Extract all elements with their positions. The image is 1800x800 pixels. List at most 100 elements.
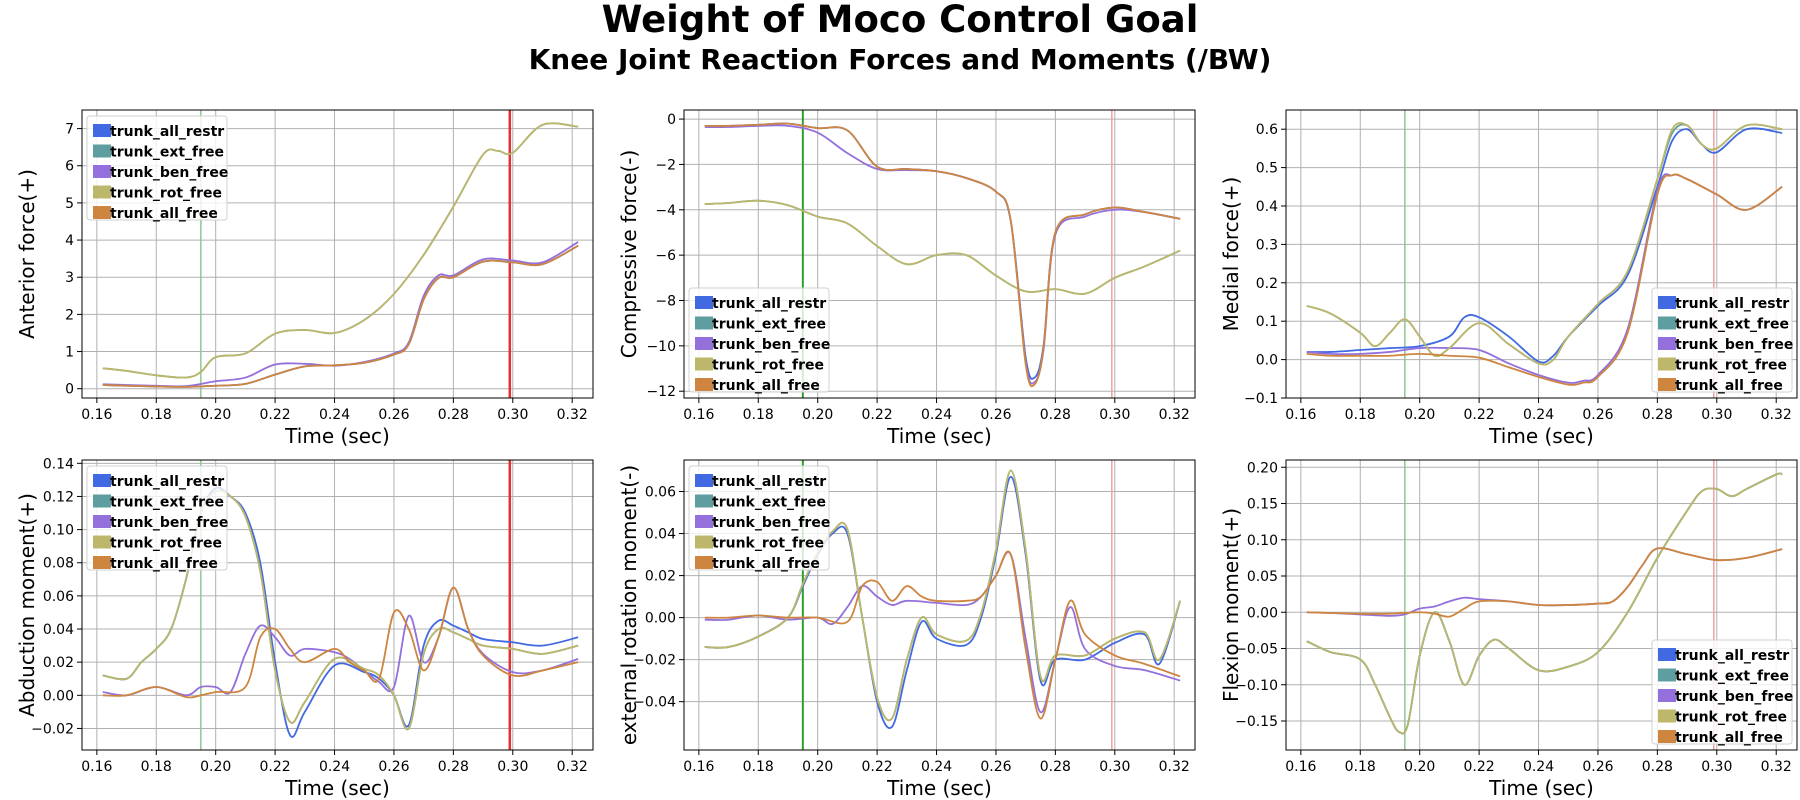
x-tick-label: 0.22 [1464,759,1495,775]
legend-entry-label: trunk_all_restr [712,474,826,490]
legend-swatch [1658,296,1676,309]
y-tick-label: 0 [667,112,676,128]
legend-entry-label: trunk_ben_free [110,165,228,181]
x-tick-label: 0.20 [1404,407,1435,423]
series-line-trunk_rot_free [704,199,1181,295]
series-line-trunk_all_free [1306,173,1783,386]
legend-swatch [93,185,111,199]
y-tick-label: −12 [646,384,676,400]
x-tick-label: 0.18 [1345,407,1376,423]
legend-entry-label: trunk_rot_free [110,186,222,202]
legend-swatch [1658,689,1676,702]
figure-subtitle: Knee Joint Reaction Forces and Moments (… [529,43,1272,76]
legend-entry-label: trunk_all_free [712,378,820,394]
x-tick-label: 0.26 [378,759,409,775]
y-tick-label: 0.10 [1247,533,1278,549]
axes-frame [1285,109,1798,399]
y-tick-label: 0.3 [1256,237,1278,253]
legend: trunk_all_restr trunk_ext_free trunk_ben_f… [86,465,228,572]
y-tick-label: −0.10 [1235,678,1278,694]
y-tick-label: 0.4 [1256,199,1278,215]
x-tick-label: 0.22 [260,407,291,423]
legend-swatch [695,337,713,350]
legend: trunk_all_restr trunk_ext_free trunk_ben_f… [688,287,830,394]
series-line-trunk_rot_free [1306,472,1783,735]
y-tick-label: 0.20 [1247,460,1278,476]
x-axis-label: Time (sec) [886,424,992,448]
legend-entry-label: trunk_rot_free [712,358,824,374]
y-tick-label: −4 [655,203,676,219]
legend-swatch [1658,357,1676,371]
subplot-grid: 0.16 0.18 0.20 0.22 0.24 0.26 0.28 0.30 0.320123… [15,109,1798,800]
x-tick-label: 0.32 [557,407,588,423]
legend-box [1651,639,1793,745]
y-tick-label: 0.2 [1256,276,1278,292]
y-tick-label: 0 [65,382,74,398]
x-tick-label: 0.16 [683,759,714,775]
series-line-trunk_all_free [102,586,579,699]
x-tick-label: 0.18 [141,759,172,775]
legend: trunk_all_restr trunk_ext_free trunk_ben_f… [1651,639,1793,746]
x-tick-label: 0.32 [1761,407,1792,423]
y-tick-label: −0.05 [1235,642,1278,658]
y-tick-label: 0.00 [43,688,74,704]
legend-swatch [695,378,713,391]
legend-entry-label: trunk_all_free [1675,378,1783,394]
x-tick-label: 0.20 [200,759,231,775]
series-group [102,122,579,388]
y-axis-label: Abduction moment(+) [15,493,39,717]
series-line-trunk_all_free [102,244,579,388]
legend-swatch [93,515,111,528]
legend: trunk_all_restr trunk_ext_free trunk_ben_f… [688,465,830,572]
y-tick-label: −10 [646,339,676,355]
x-tick-label: 0.16 [1285,407,1316,423]
x-tick-label: 0.26 [980,407,1011,423]
x-tick-label: 0.16 [1285,759,1316,775]
x-tick-label: 0.28 [1040,759,1071,775]
legend-entry-label: trunk_all_restr [110,124,224,140]
legend-entry-label: trunk_all_free [712,556,820,572]
legend-swatch [695,316,713,330]
y-tick-label: 0.15 [1247,497,1278,513]
y-tick-label: 0.04 [43,622,74,638]
legend: trunk_all_restr trunk_ext_free trunk_ben_f… [1651,287,1793,394]
legend-entry-label: trunk_rot_free [712,536,824,552]
y-tick-label: 0.12 [43,489,74,505]
legend-entry-label: trunk_ext_free [1675,317,1789,333]
x-tick-label: 0.26 [1582,759,1613,775]
y-axis-label: Anterior force(+) [15,169,39,339]
x-tick-label: 0.20 [1404,759,1435,775]
legend-swatch [1658,648,1676,661]
x-tick-label: 0.30 [497,407,528,423]
x-tick-label: 0.22 [862,759,893,775]
x-tick-label: 0.24 [921,759,952,775]
legend-entry-label: trunk_ext_free [712,317,826,333]
x-tick-label: 0.32 [1159,407,1190,423]
legend-entry-label: trunk_ben_free [712,515,830,531]
legend-swatch [695,357,713,371]
legend-swatch [93,474,111,487]
series-group [1306,472,1783,735]
figure-title: Weight of Moco Control Goal [602,0,1199,41]
legend-entry-label: trunk_all_free [1675,730,1783,746]
legend-box [688,465,830,571]
subplot-2: 0.16 0.18 0.20 0.22 0.24 0.26 0.28 0.30 0.32 0 −2 −… [617,109,1196,448]
y-tick-label: 0.06 [43,589,74,605]
legend-swatch [93,165,111,178]
axes-frame [683,109,1196,399]
x-tick-label: 0.26 [980,759,1011,775]
series-group [1306,122,1783,386]
series-line-trunk_all_free [704,122,1181,388]
y-tick-label: 0.08 [43,556,74,572]
y-tick-label: 0.00 [645,611,676,627]
y-tick-label: −0.15 [1235,714,1278,730]
x-tick-label: 0.28 [1642,759,1673,775]
x-tick-label: 0.28 [1642,407,1673,423]
x-axis-label: Time (sec) [1488,424,1594,448]
y-tick-label: 0.05 [1247,569,1278,585]
legend-entry-label: trunk_ext_free [110,495,224,511]
x-tick-label: 0.30 [1701,759,1732,775]
legend-swatch [695,474,713,487]
legend: trunk_all_restr trunk_ext_free trunk_ben_f… [86,115,228,222]
